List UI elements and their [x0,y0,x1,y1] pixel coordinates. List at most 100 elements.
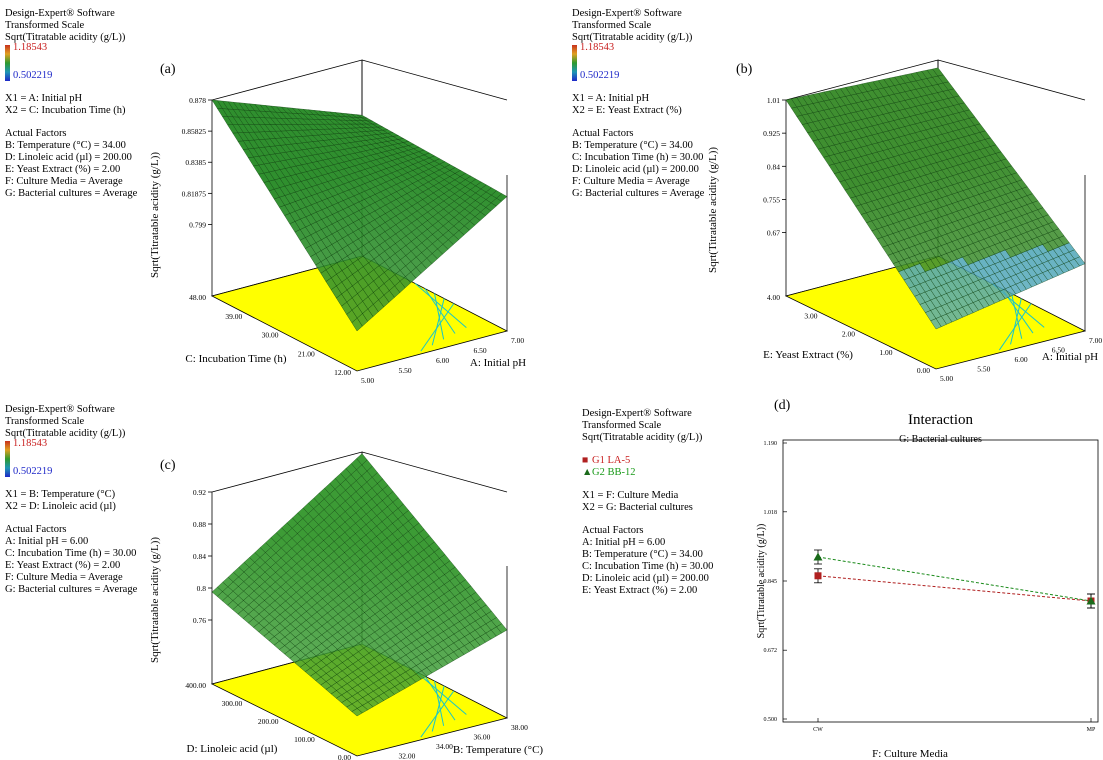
y-tick-label-b-1: 1.00 [879,348,892,357]
d-y-tick-label-2: 0.845 [764,579,778,585]
panel-a-header-3: Sqrt(Titratable acidity (g/L)) [5,32,126,43]
x-tick-label-c-4: 38.00 [511,723,528,732]
panel-b-actual-4: F: Culture Media = Average [572,176,690,187]
x-tick-label-a-3: 6.50 [474,346,487,355]
panel-d-x2: X2 = G: Bacterial cultures [582,502,693,513]
panel-c-scale-bar [5,441,10,477]
panel-c-actual-2: C: Incubation Time (h) = 30.00 [5,548,137,559]
z-tick-label-a-0: 0.799 [189,220,206,229]
y-tick-label-c-4: 400.00 [185,681,206,690]
z-tick-label-b-3: 0.925 [763,129,780,138]
response-surface-b [785,67,1086,330]
point-square-0 [814,572,822,580]
x-tick-label-c-2: 34.00 [436,742,453,751]
response-surface-a [211,99,508,332]
surface-plot-c: 0.760.80.840.880.9230.0032.0034.0036.003… [149,451,544,760]
panel-c-actual-3: E: Yeast Extract (%) = 2.00 [5,560,121,571]
series-line-0 [817,575,1092,602]
panel-b-x1: X1 = A: Initial pH [572,93,650,104]
panel-d-actual-1: A: Initial pH = 6.00 [582,537,666,548]
contour-line-c-5 [414,670,467,715]
panel-a-x1: X1 = A: Initial pH [5,93,83,104]
x-tick-label-a-1: 5.50 [399,366,412,375]
panel-b-actual-title: Actual Factors [572,128,634,139]
d-y-tick-label-0: 0.500 [764,717,778,723]
point-triangle-1 [1086,596,1096,605]
y-tick-label-b-2: 2.00 [842,330,855,339]
panel-b-actual-5: G: Bacterial cultures = Average [572,188,705,199]
y-tick-label-c-3: 300.00 [222,699,243,708]
x-tick-label-b-1: 5.50 [977,365,990,374]
panel-d-actual-4: D: Linoleic acid (µl) = 200.00 [582,573,709,584]
panel-c-actual-title: Actual Factors [5,524,67,535]
panel-b-actual-2: C: Incubation Time (h) = 30.00 [572,152,704,163]
surface-cell-a [356,114,368,119]
surface-plot-a: 0.799 0.81875 0.8385 0.85825 0.878 5.00 5.50 6.… [149,59,526,385]
panel-b-label: (b) [736,62,753,77]
triangle-marker-icon: ▲ [582,467,593,478]
x-axis-label-c: B: Temperature (°C) [453,744,544,756]
panel-c-actual-1: A: Initial pH = 6.00 [5,536,89,547]
panel-a-actual-4: F: Culture Media = Average [5,176,123,187]
x-tick-label-c-1: 32.00 [399,752,416,760]
x-tick-label-a-4: 7.00 [511,336,524,345]
y-tick-label-a-4: 48.00 [189,293,206,302]
panel-a-info: Design-Expert® Software Transformed Scal… [5,8,137,200]
panel-c-header-1: Design-Expert® Software [5,404,115,415]
panel-b-color-scale: 1.18543 0.502219 [572,42,704,82]
y-tick-label-c-2: 200.00 [258,717,279,726]
y-axis-label-c: D: Linoleic acid (µl) [187,743,278,755]
panel-d-header-2: Transformed Scale [582,420,662,431]
z-tick-label-c-1: 0.8 [197,584,207,593]
x-tick-label-b-4: 7.00 [1089,336,1102,345]
panel-c-actual-5: G: Bacterial cultures = Average [5,584,138,595]
panel-a-scale-bar [5,45,10,81]
d-y-axis-label: Sqrt(Titratable acidity (g/L)) [756,524,767,639]
z-tick-label-a-3: 0.85825 [182,127,207,136]
d-x-tick-label-0: CW [813,727,823,733]
panel-c-scale-min: 0.502219 [13,466,53,477]
z-tick-label-a-4: 0.878 [189,96,206,105]
square-marker-icon: ■ [582,455,589,466]
x-tick-label-c-3: 36.00 [474,733,491,742]
panel-d-header-3: Sqrt(Titratable acidity (g/L)) [582,432,703,443]
y-tick-label-c-0: 0.00 [338,753,351,760]
d-y-tick-label-4: 1.190 [764,441,778,447]
panel-b-header-2: Transformed Scale [572,20,652,31]
panel-c-scale-max: 1.18543 [13,438,48,449]
x-axis-label-a: A: Initial pH [470,357,526,369]
panel-a-actual-3: E: Yeast Extract (%) = 2.00 [5,164,121,175]
d-y-tick-label-1: 0.672 [764,648,778,654]
interaction-plot: 0.500 0.672 0.845 1.018 1.190 CW MP Interaction… [756,412,1099,760]
x-tick-label-a-2: 6.00 [436,356,449,365]
panel-c-header-3: Sqrt(Titratable acidity (g/L)) [5,428,126,439]
y-axis-label-b: E: Yeast Extract (%) [763,349,853,361]
panel-d-legend-2-label: G2 BB-12 [592,467,636,478]
surface-cell-b [932,67,944,77]
panel-b-scale-bar [572,45,577,81]
z-tick-label-a-2: 0.8385 [185,158,206,167]
x-tick-label-b-0: 5.00 [940,374,953,383]
panel-d-info: Design-Expert® Software Transformed Scal… [582,408,713,597]
interaction-subtitle: G: Bacterial cultures [899,434,982,445]
d-x-tick-label-1: MP [1087,727,1096,733]
interaction-title: Interaction [908,412,973,428]
z-tick-label-c-3: 0.88 [193,520,206,529]
d-x-axis-label: F: Culture Media [872,748,948,760]
wall-top-edge-c [361,451,508,493]
contour-line-b-1 [998,303,1032,351]
x-tick-label-b-2: 6.00 [1015,355,1028,364]
panel-a-actual-2: D: Linoleic acid (µl) = 200.00 [5,152,132,163]
y-tick-label-a-1: 21.00 [298,349,315,358]
panel-c-header-2: Transformed Scale [5,416,85,427]
panel-b-header-1: Design-Expert® Software [572,8,682,19]
y-tick-label-b-3: 3.00 [804,311,817,320]
z-axis-label-b: Sqrt(Titratable acidity (g/L)) [707,147,719,273]
panel-d-header-1: Design-Expert® Software [582,408,692,419]
panel-d-legend-2: ▲ G2 BB-12 [582,467,713,479]
surface-plot-b: 0.67 0.755 0.84 0.925 1.01 5.00 5.50 6.00 6.50 7.… [707,59,1102,383]
panel-a-scale-min: 0.502219 [13,70,53,81]
x-tick-label-a-0: 5.00 [361,376,374,385]
y-tick-label-b-4: 4.00 [767,293,780,302]
